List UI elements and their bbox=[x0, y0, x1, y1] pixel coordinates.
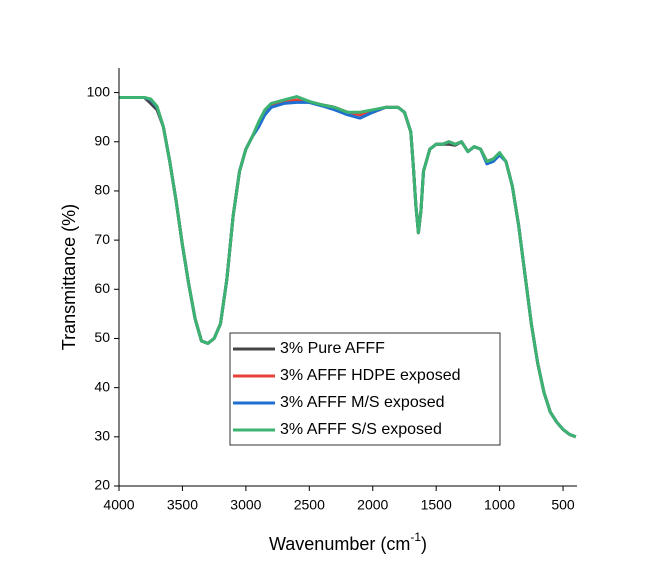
x-tick-label: 3500 bbox=[167, 497, 198, 513]
legend-label: 3% Pure AFFF bbox=[280, 340, 385, 357]
y-tick-label: 90 bbox=[94, 132, 110, 148]
legend-label: 3% AFFF M/S exposed bbox=[280, 394, 445, 411]
y-tick-label: 100 bbox=[87, 83, 111, 99]
x-tick-label: 3000 bbox=[230, 497, 261, 513]
legend-label: 3% AFFF S/S exposed bbox=[280, 421, 442, 438]
y-tick-label: 80 bbox=[94, 182, 110, 198]
series-line bbox=[119, 95, 577, 439]
x-axis-title-part: ) bbox=[421, 534, 427, 554]
x-tick-label: 4000 bbox=[103, 497, 134, 513]
x-tick-label: 2000 bbox=[357, 497, 388, 513]
x-tick-label: 500 bbox=[551, 497, 575, 513]
x-axis-title-sup: -1 bbox=[410, 530, 421, 544]
legend-box bbox=[229, 332, 501, 446]
y-tick-label: 40 bbox=[94, 378, 110, 394]
y-axis-title: Transmittance (%) bbox=[59, 204, 79, 350]
x-tick-label: 1000 bbox=[484, 497, 515, 513]
y-tick-label: 60 bbox=[94, 280, 110, 296]
legend-label: 3% AFFF HDPE exposed bbox=[280, 367, 461, 384]
x-tick-label: 2500 bbox=[294, 497, 325, 513]
y-tick-label: 30 bbox=[94, 428, 110, 444]
y-tick-label: 50 bbox=[94, 329, 110, 345]
legend: 3% Pure AFFF 3% AFFF HDPE exposed 3% AFFF … bbox=[229, 332, 501, 446]
y-tick-label: 20 bbox=[94, 477, 110, 493]
y-tick-label: 70 bbox=[94, 231, 110, 247]
x-axis-title: Wavenumber (cm-1) bbox=[269, 530, 427, 554]
x-axis-title-part: Wavenumber (cm bbox=[269, 534, 410, 554]
x-tick-label: 1500 bbox=[421, 497, 452, 513]
